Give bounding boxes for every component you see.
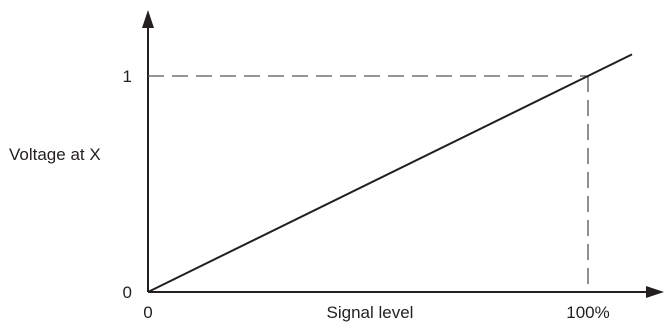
x-tick-label: 100%: [566, 303, 609, 322]
tick-labels: 0 100% 0 1: [123, 67, 610, 322]
series-line-0: [147, 53, 633, 293]
y-tick-label: 0: [123, 283, 132, 302]
x-axis-label: Signal level: [327, 303, 414, 322]
y-axis-arrowhead: [142, 10, 154, 28]
x-axis-arrowhead: [646, 286, 664, 298]
y-tick-label: 1: [123, 67, 132, 86]
x-axis: [148, 286, 664, 298]
x-tick-label: 0: [143, 303, 152, 322]
y-axis-label: Voltage at X: [9, 145, 101, 164]
y-axis: [142, 10, 154, 292]
reference-lines: [148, 75, 589, 292]
series: [147, 53, 633, 293]
